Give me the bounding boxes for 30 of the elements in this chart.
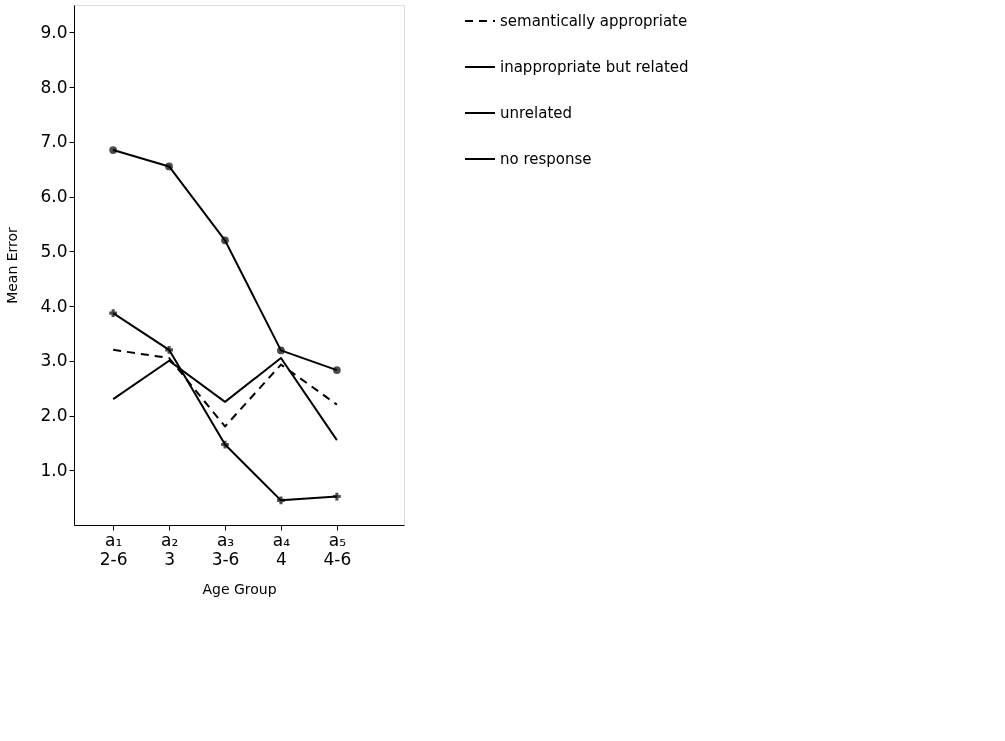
point: [109, 309, 118, 318]
legend-label: inappropriate but related: [500, 58, 689, 76]
x-tick-label: a₃ 3-6: [211, 529, 240, 569]
x-tick-label: a₂ 3: [160, 529, 179, 569]
point: [277, 496, 285, 505]
legend-label: unrelated: [500, 104, 573, 122]
point: [109, 146, 118, 154]
y-tick-label: 4.0: [40, 295, 68, 316]
y-tick-label: 8.0: [40, 76, 68, 97]
legend-label: semantically appropriate: [500, 12, 688, 30]
y-tick-label: 5.0: [40, 240, 68, 261]
y-tick-label: 2.0: [40, 405, 68, 426]
legend-label: no response: [500, 150, 592, 168]
y-tick-label: 1.0: [40, 459, 68, 480]
point: [165, 345, 173, 354]
y-tick-label: 7.0: [40, 131, 68, 152]
point: [277, 346, 285, 355]
x-tick-label: a₁ 2-6: [99, 529, 128, 569]
x-tick-label: a₄ 4: [272, 529, 291, 569]
y-axis-title: Mean Error: [4, 226, 21, 304]
point: [221, 236, 229, 245]
x-tick-label: a₅ 4-6: [323, 529, 352, 569]
point: [165, 162, 173, 171]
point: [221, 440, 229, 449]
y-tick-label: 6.0: [40, 186, 68, 207]
point: [333, 492, 341, 501]
point: [333, 366, 341, 374]
y-tick-label: 3.0: [40, 350, 68, 371]
y-tick-label: 9.0: [40, 21, 68, 42]
x-axis-title: Age Group: [202, 580, 277, 597]
